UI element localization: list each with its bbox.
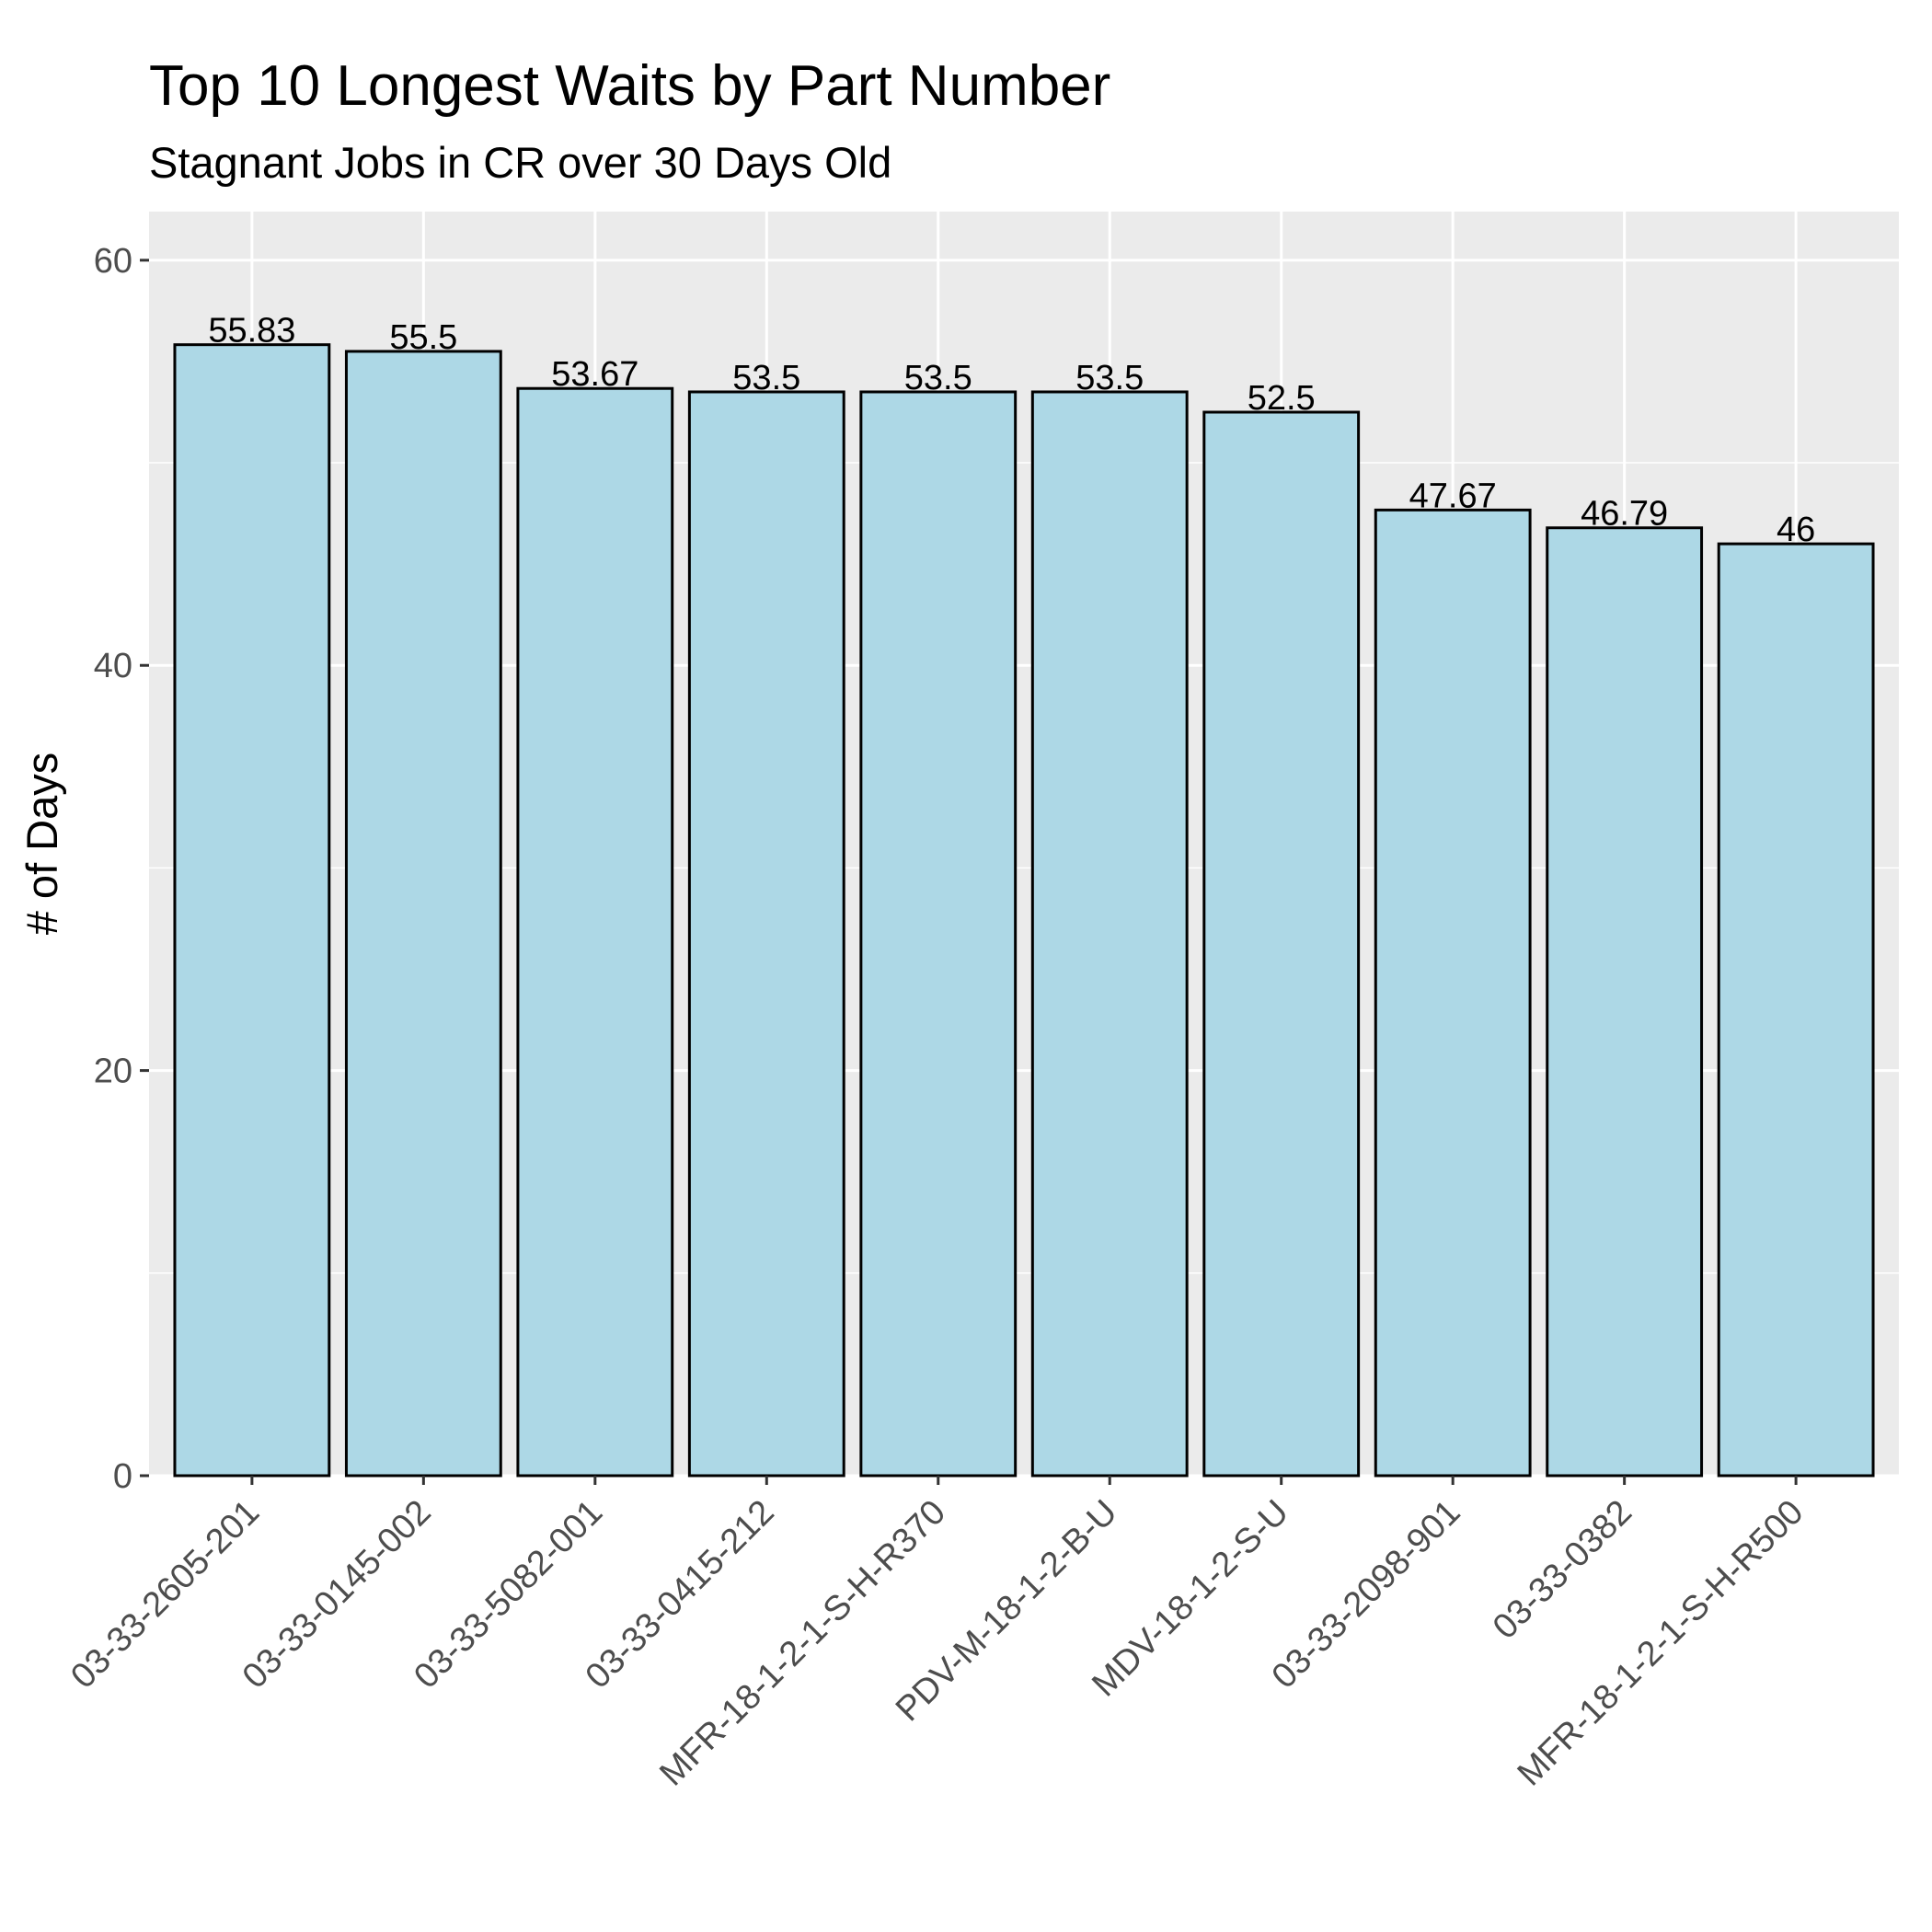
x-tick-label: 03-33-0145-002: [236, 1493, 439, 1696]
bars: [173, 343, 1875, 1478]
x-tick-label: 03-33-5082-001: [407, 1493, 610, 1696]
chart-title: Top 10 Longest Waits by Part Number: [149, 54, 1110, 118]
bar-value-label: 46: [1777, 511, 1815, 549]
bar-value-label: 47.67: [1409, 477, 1497, 515]
y-tick-label: 0: [113, 1457, 132, 1496]
bar: [1374, 508, 1532, 1478]
y-axis-title: # of Days: [17, 753, 66, 936]
bar: [344, 350, 502, 1478]
y-tick-label: 20: [94, 1052, 132, 1091]
bar-value-label: 46.79: [1581, 495, 1668, 534]
bar: [1546, 526, 1704, 1478]
bar: [687, 390, 845, 1478]
bar-value-label: 53.67: [551, 355, 638, 394]
y-tick-label: 60: [94, 242, 132, 281]
data-labels: 55.83 55.5 53.67 53.5 53.5 53.5 52.5 47.67 46.79…: [208, 312, 1815, 549]
bar-value-label: 52.5: [1248, 379, 1316, 418]
x-tick-label: 03-33-2098-901: [1265, 1493, 1468, 1696]
bar: [1030, 390, 1189, 1478]
bar: [1202, 410, 1361, 1478]
y-tick-label: 40: [94, 647, 132, 685]
x-tick-label: MFR-18-1-2-1-S-H-R370: [652, 1493, 953, 1794]
bar: [516, 386, 674, 1478]
x-tick-label: MFR-18-1-2-1-S-H-R500: [1511, 1493, 1811, 1794]
bar-value-label: 53.5: [1075, 359, 1144, 397]
x-tick-label: 03-33-0415-212: [579, 1493, 782, 1696]
bar: [1717, 542, 1875, 1478]
bar: [173, 343, 331, 1478]
bar-value-label: 53.5: [904, 359, 972, 397]
x-tick-label: 03-33-2605-201: [63, 1493, 267, 1696]
bar: [859, 390, 1018, 1478]
chart-subtitle: Stagnant Jobs in CR over 30 Days Old: [149, 138, 891, 187]
bar-value-label: 53.5: [732, 359, 800, 397]
bar-value-label: 55.83: [208, 312, 295, 351]
bar-value-label: 55.5: [389, 318, 457, 357]
x-tick-label: 03-33-0382: [1486, 1493, 1639, 1647]
